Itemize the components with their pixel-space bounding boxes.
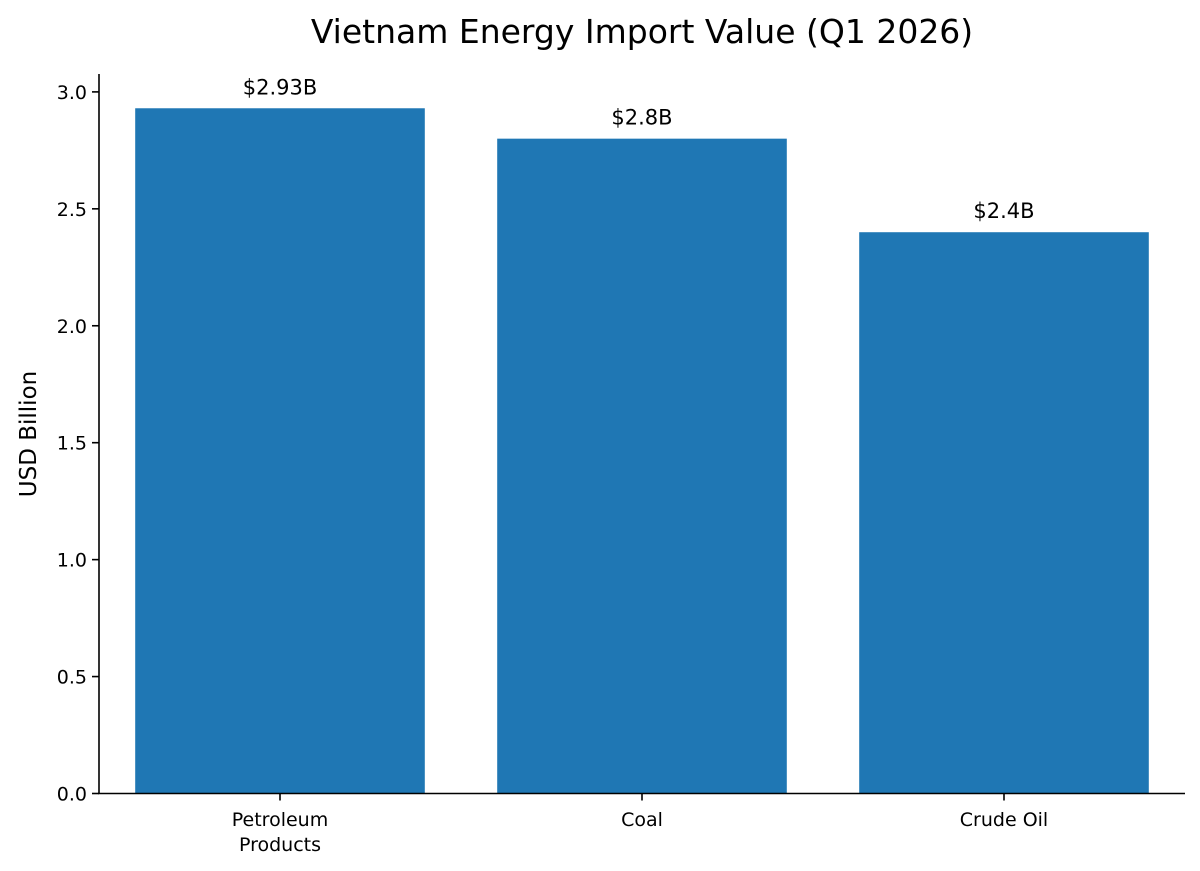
bars-group: [135, 108, 1149, 794]
chart-title: Vietnam Energy Import Value (Q1 2026): [311, 12, 973, 51]
y-tick-label-3: 1.5: [57, 433, 87, 455]
x-ticks-group: Petroleum Products Coal Crude Oil: [232, 793, 1048, 856]
x-tick-label-0: Petroleum Products: [232, 809, 328, 856]
y-ticks-group: 0.0 0.5 1.0 1.5 2.0 2.5 3.0: [57, 82, 99, 806]
y-tick-label-0: 0.0: [57, 784, 87, 806]
bar-value-label-0: $2.93B: [243, 75, 318, 99]
bar-labels-group: $2.93B $2.8B $2.4B: [243, 75, 1035, 223]
y-tick-label-1: 0.5: [57, 667, 87, 689]
bar-0: [135, 108, 425, 794]
bar-value-label-1: $2.8B: [611, 106, 672, 130]
y-tick-label-6: 3.0: [57, 82, 87, 104]
bar-1: [497, 138, 787, 794]
y-tick-label-5: 2.5: [57, 199, 87, 221]
bar-2: [859, 232, 1149, 794]
y-axis-label: USD Billion: [16, 371, 42, 497]
y-tick-label-2: 1.0: [57, 550, 87, 572]
bar-value-label-2: $2.4B: [973, 199, 1034, 223]
x-tick-label-1: Coal: [621, 809, 663, 831]
x-tick-label-2: Crude Oil: [960, 809, 1048, 831]
y-tick-label-4: 2.0: [57, 316, 87, 338]
